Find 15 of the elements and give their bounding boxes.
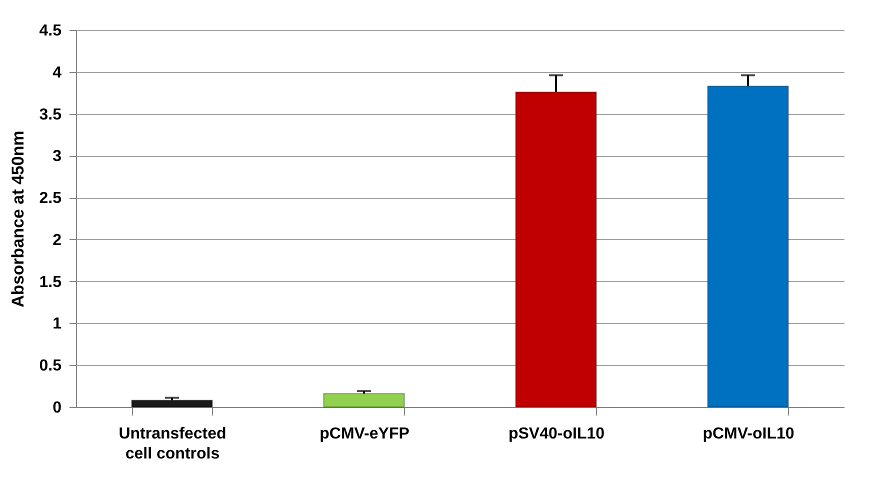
x-tick-label: pCMV-oIL10	[702, 426, 794, 442]
y-tick-label: 2	[52, 232, 62, 249]
y-tick-label: 0	[52, 400, 62, 416]
y-tick-label: 2.5	[39, 190, 62, 208]
y-tick-label: 0.5	[39, 358, 62, 375]
y-tick-label: 3	[52, 148, 62, 166]
y-tick-label: 3.5	[39, 106, 62, 124]
y-tick-label: 4.5	[39, 22, 62, 40]
x-tick-label: pSV40-oIL10	[508, 426, 605, 442]
y-tick-label: 4	[52, 64, 62, 82]
y-tick-label: 1	[52, 316, 62, 333]
x-tick-label: Untransfected cell controls	[118, 426, 226, 462]
y-axis-title: Absorbance at 450nm	[8, 130, 28, 308]
y-tick-label: 1.5	[39, 274, 62, 291]
x-tick-label: pCMV-eYFP	[320, 426, 410, 442]
